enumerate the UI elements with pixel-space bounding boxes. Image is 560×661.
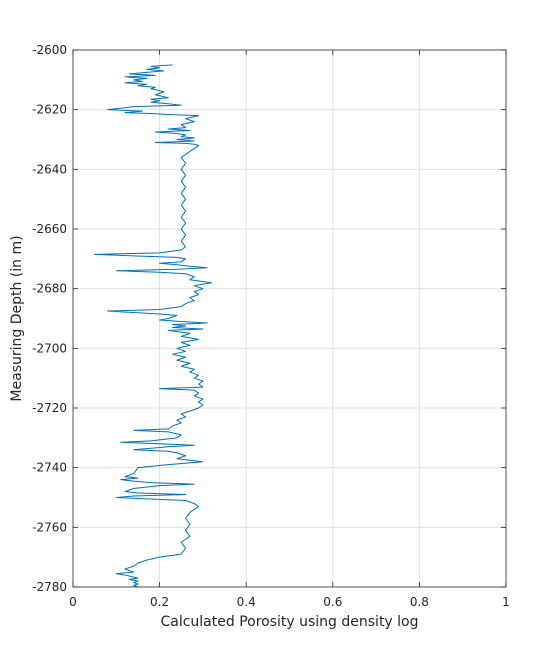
y-tick-label: -2720 [32, 401, 67, 415]
x-tick-label: 0 [69, 595, 77, 609]
x-tick-label: 1 [502, 595, 510, 609]
y-axis-label: Measuring Depth (in m) [9, 235, 25, 401]
axes-background [73, 50, 506, 587]
porosity-series-line [94, 64, 213, 588]
y-tick-label: -2680 [32, 282, 67, 296]
x-tick-label: 0.8 [410, 595, 429, 609]
y-tick-label: -2620 [32, 103, 67, 117]
y-tick-labels: -2600 -2620 -2640 -2660 -2680 -2700 -2720 -2740… [32, 43, 67, 594]
y-tick-label: -2740 [32, 461, 67, 475]
y-tick-label: -2640 [32, 162, 67, 176]
grid-lines [73, 50, 506, 587]
plot-area [72, 49, 507, 588]
x-tick-label: 0.2 [150, 595, 169, 609]
x-tick-labels: 0 0.2 0.4 0.6 0.8 1 [69, 595, 510, 609]
series-layer [94, 64, 213, 588]
y-tick-label: -2600 [32, 43, 67, 57]
y-tick-label: -2780 [32, 580, 67, 594]
x-tick-label: 0.6 [323, 595, 342, 609]
tick-marks [72, 49, 507, 588]
y-tick-label: -2760 [32, 520, 67, 534]
y-tick-label: -2660 [32, 222, 67, 236]
y-tick-label: -2700 [32, 341, 67, 355]
axes-box [72, 49, 507, 588]
x-axis-label: Calculated Porosity using density log [160, 614, 418, 630]
x-tick-label: 0.4 [237, 595, 256, 609]
